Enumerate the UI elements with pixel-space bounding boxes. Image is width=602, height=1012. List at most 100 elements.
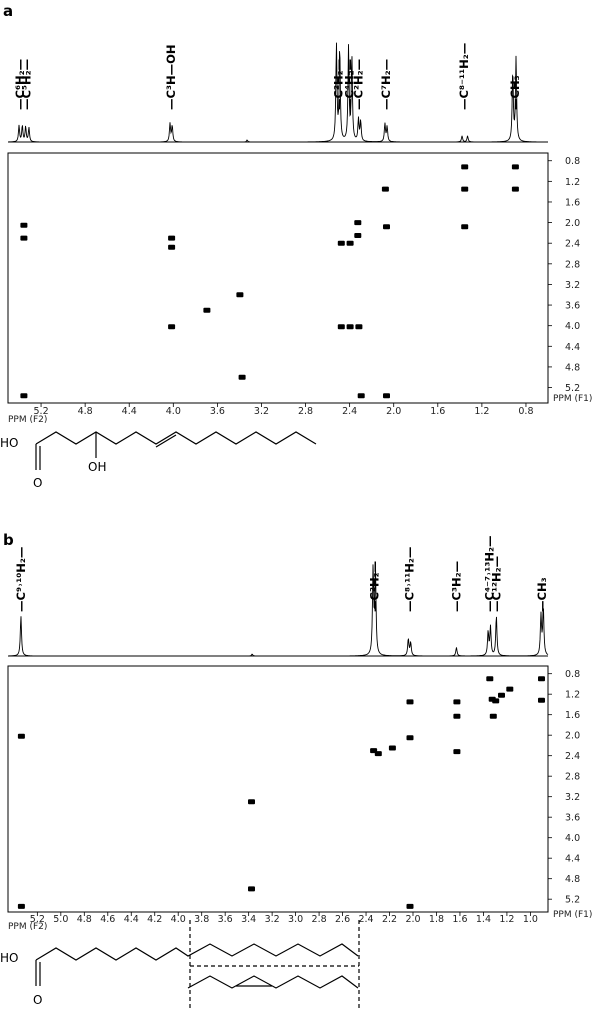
- x-tick-label: 2.6: [335, 914, 350, 925]
- cross-peak: [203, 307, 211, 313]
- panel-b-x-ticks: 5.2 5.0 4.8 4.6 4.4 4.2 4.0 3.8 3.6 3.4 3.2 3.0 2.8 2…: [30, 912, 538, 925]
- assignment-label: —C¹²H₂—: [489, 556, 503, 612]
- x-tick-label: 1.8: [429, 914, 444, 925]
- cross-peak: [453, 713, 461, 719]
- cross-peak: [511, 186, 519, 192]
- panel-b-y-ticks: 0.8 1.2 1.6 2.0 2.4 2.8 3.2 3.6 4.0 4.4 4.8 5.2: [548, 669, 580, 906]
- y-tick-label: 4.0: [565, 321, 580, 332]
- y-tick-label: 1.6: [565, 710, 580, 721]
- x-tick-label: 3.2: [265, 914, 280, 925]
- y-tick-label: 1.2: [565, 690, 580, 701]
- cross-peak: [388, 745, 396, 751]
- x-tick-label: 4.4: [124, 914, 139, 925]
- panel-label-a: a: [3, 2, 13, 20]
- assignment-label: —C⁷H₂—: [379, 59, 393, 110]
- cross-peak: [383, 224, 390, 230]
- assignment-label: —C⁵H₂—: [20, 59, 34, 110]
- assignment-label: —C²H₂—: [351, 59, 365, 110]
- x-tick-label: 4.0: [171, 914, 186, 925]
- y-tick-label: 4.0: [565, 833, 580, 844]
- x-tick-label: 3.0: [288, 914, 303, 925]
- cross-peak: [498, 692, 505, 698]
- panel-a-y-ticks: 0.8 1.2 1.6 2.0 2.4 2.8 3.2 3.6 4.0 4.4 4.8 5.2: [548, 156, 580, 394]
- cross-peak: [17, 733, 25, 739]
- panel-a-1d-spectrum: [8, 42, 548, 143]
- panel-b-assignments: —C⁹˒¹⁰H₂— —C²H₂— —C⁸˒¹¹H₂— —C³H₂— —C⁴⁻⁷˒¹³H₂…: [14, 535, 549, 612]
- cross-peak: [168, 244, 176, 250]
- cross-peak: [20, 235, 28, 241]
- cross-peak: [538, 697, 545, 703]
- x-tick-label: 4.2: [147, 914, 162, 925]
- panel-b-o-label: O: [33, 993, 42, 1007]
- cross-peak: [538, 676, 545, 682]
- cross-peak: [406, 699, 414, 705]
- x-tick-label: 0.8: [518, 406, 533, 417]
- x-tick-label: 1.2: [499, 914, 514, 925]
- x-tick-label: 2.0: [386, 406, 401, 417]
- x-tick-label: 3.2: [254, 406, 269, 417]
- cross-peak: [374, 751, 382, 757]
- cross-peak: [337, 240, 345, 246]
- assignment-label: —C²H₂—: [332, 59, 346, 110]
- x-tick-label: 5.2: [34, 406, 49, 417]
- cross-peak: [238, 374, 246, 380]
- cross-peak: [461, 164, 469, 170]
- assignment-label: —C⁴H₂—: [343, 59, 357, 110]
- cross-peak: [453, 749, 461, 755]
- assignment-label: —C⁴⁻⁷˒¹³H₂—: [482, 535, 496, 612]
- y-tick-label: 2.4: [565, 751, 580, 762]
- x-tick-label: 2.2: [382, 914, 397, 925]
- cross-peak: [168, 324, 176, 330]
- panel-a-2d-frame: [7, 152, 549, 404]
- panel-a-assignments: —C⁶H₂——C⁵H₂— —C³H—OH —C²H₂——C⁴H₂——C²H₂— —C⁷…: [13, 43, 522, 110]
- panel-a-cross-peaks: [20, 164, 519, 399]
- spectrum-trace: [8, 564, 549, 657]
- x-tick-label: 4.6: [100, 914, 115, 925]
- panel-a-structure: [35, 431, 317, 470]
- x-tick-label: 4.0: [166, 406, 181, 417]
- y-tick-label: 4.4: [565, 854, 580, 865]
- y-tick-label: 0.8: [565, 669, 580, 680]
- assignment-label: —C⁹˒¹⁰H₂—: [14, 547, 28, 612]
- assignment-label: —CH₃: [535, 577, 549, 612]
- assignment-label: —C⁸⁻¹¹H₂—: [457, 43, 471, 110]
- y-tick-label: 1.2: [565, 177, 580, 188]
- y-tick-label: 4.8: [565, 874, 580, 885]
- cross-peak: [337, 324, 345, 330]
- cross-peak: [354, 233, 362, 238]
- y-tick-label: 3.2: [565, 792, 580, 803]
- cross-peak: [355, 324, 363, 330]
- panel-a-y-axis-label: PPM (F1): [553, 394, 592, 404]
- x-tick-label: 1.6: [452, 914, 467, 925]
- y-tick-label: 5.2: [565, 895, 580, 906]
- cross-peak: [354, 220, 362, 226]
- y-tick-label: 3.6: [565, 813, 580, 824]
- x-tick-label: 2.4: [342, 406, 357, 417]
- y-tick-label: 0.8: [565, 156, 580, 167]
- y-tick-label: 2.4: [565, 239, 580, 250]
- y-tick-label: 3.6: [565, 301, 580, 312]
- cross-peak: [168, 235, 176, 241]
- panel-a-ho-label: HO: [0, 436, 18, 450]
- assignment-label: —C²H₂—: [367, 561, 381, 612]
- cross-peak: [406, 735, 414, 741]
- y-tick-label: 3.2: [565, 280, 580, 291]
- x-tick-label: 3.6: [218, 914, 233, 925]
- cross-peak: [357, 393, 365, 399]
- x-tick-label: 1.4: [476, 914, 491, 925]
- x-tick-label: 2.8: [298, 406, 313, 417]
- cross-peak: [453, 699, 461, 705]
- cross-peak: [506, 686, 514, 692]
- x-tick-label: 2.0: [405, 914, 420, 925]
- spectrum-trace: [8, 42, 548, 143]
- panel-b-2d-frame: [7, 665, 549, 913]
- x-tick-label: 5.0: [53, 914, 68, 925]
- cross-peak: [461, 186, 469, 192]
- cross-peak: [383, 393, 390, 399]
- panel-b-structure: [35, 920, 360, 1008]
- x-tick-label: 5.2: [30, 914, 45, 925]
- cross-peak: [248, 799, 255, 805]
- panel-b-1d-spectrum: [8, 564, 549, 657]
- cross-peak: [381, 186, 389, 192]
